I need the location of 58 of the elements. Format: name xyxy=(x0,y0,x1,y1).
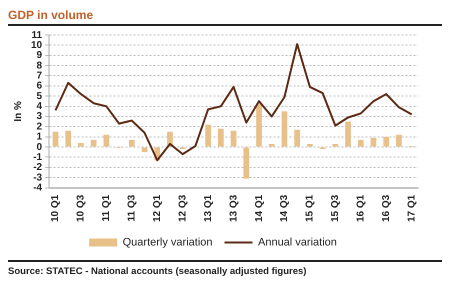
bar xyxy=(142,148,148,152)
x-tick-label: 10 Q1 xyxy=(50,194,62,222)
bar xyxy=(282,111,288,147)
bar xyxy=(243,148,250,179)
y-tick-label: -4 xyxy=(33,182,43,194)
bar xyxy=(104,134,110,147)
y-tick-label: -2 xyxy=(33,162,43,174)
bar xyxy=(90,140,97,147)
y-tick-label: 11 xyxy=(32,30,43,41)
bar xyxy=(358,140,364,147)
x-tick-label: 16 Q1 xyxy=(356,194,367,222)
bar xyxy=(332,144,338,147)
y-tick-label: 7 xyxy=(36,70,43,82)
y-tick-label: 9 xyxy=(36,50,43,62)
bar xyxy=(230,130,236,147)
y-tick-label: 4 xyxy=(36,101,43,112)
x-tick-label: 17 Q1 xyxy=(406,194,418,222)
source-note: Source: STATEC - National accounts (seasonally adjusted figures) xyxy=(8,266,308,277)
y-tick-label: -1 xyxy=(33,152,43,163)
x-tick-label: 12 Q1 xyxy=(152,194,163,222)
bar xyxy=(294,130,300,147)
chart-title: GDP in volume xyxy=(8,8,94,24)
legend-label: Annual variation xyxy=(258,236,337,249)
legend-label: Quarterly variation xyxy=(122,236,212,249)
y-tick-label: 1 xyxy=(36,132,43,143)
x-tick-label: 16 Q3 xyxy=(380,194,392,222)
bar xyxy=(383,136,390,147)
y-axis-title: In % xyxy=(12,100,24,122)
bar xyxy=(78,142,84,147)
x-tick-label: 15 Q3 xyxy=(330,194,342,222)
y-tick-label: 3 xyxy=(36,111,43,122)
bar xyxy=(307,144,313,147)
x-tick-label: 11 Q3 xyxy=(126,194,138,222)
x-tick-label: 13 Q3 xyxy=(228,194,240,222)
y-tick-label: 0 xyxy=(36,142,43,153)
y-tick-label: 10 xyxy=(31,40,43,51)
bar xyxy=(256,104,262,147)
x-tick-label: 14 Q3 xyxy=(279,194,290,222)
x-tick-label: 12 Q3 xyxy=(177,194,188,222)
bar xyxy=(218,128,224,147)
x-tick-label: 13 Q1 xyxy=(202,194,214,222)
x-tick-label: 15 Q1 xyxy=(304,194,316,222)
y-tick-label: 5 xyxy=(36,90,43,102)
bar xyxy=(128,140,135,147)
bar xyxy=(52,132,58,147)
bar xyxy=(205,124,211,147)
y-tick-label: -3 xyxy=(33,172,43,184)
bar xyxy=(396,134,402,147)
bar xyxy=(345,122,351,147)
y-tick-label: 2 xyxy=(36,121,43,132)
x-tick-label: 10 Q3 xyxy=(76,194,87,222)
bar xyxy=(65,130,72,147)
bar xyxy=(268,144,275,147)
x-tick-label: 14 Q1 xyxy=(254,194,265,222)
y-tick-label: 6 xyxy=(36,80,43,92)
y-tick-label: 8 xyxy=(36,60,43,72)
x-tick-label: 11 Q1 xyxy=(101,194,112,222)
bar xyxy=(370,138,376,147)
